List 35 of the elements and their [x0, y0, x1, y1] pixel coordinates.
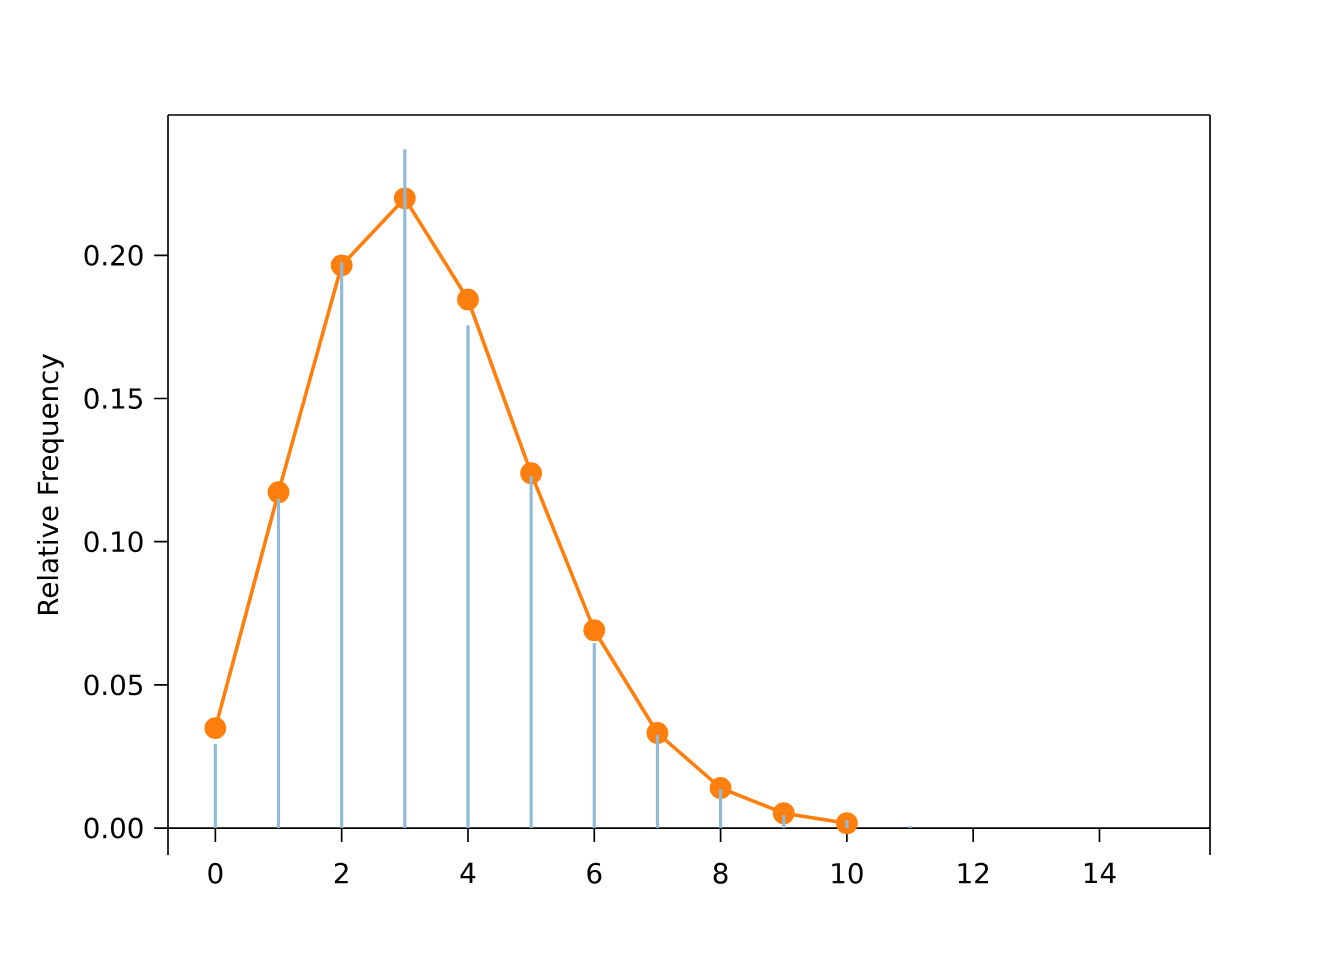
bar	[529, 476, 533, 829]
bar	[276, 498, 281, 829]
point	[520, 462, 543, 485]
point	[835, 812, 858, 835]
x-tick-label: 6	[587, 862, 602, 884]
bar	[340, 262, 344, 829]
bar	[719, 789, 723, 829]
x-tick-label: 8	[713, 862, 728, 884]
x-tick-label: 4	[460, 862, 476, 883]
bar	[213, 744, 217, 829]
x-tick-label: 10	[832, 862, 863, 884]
x-tick-label: 14	[1084, 862, 1116, 883]
x-tick-label: 2	[334, 862, 348, 884]
point	[646, 722, 669, 744]
bar	[403, 149, 407, 829]
y-tick-label: 0.05	[84, 674, 142, 696]
x-tick-label: 0	[208, 862, 223, 884]
y-tick-label: 0.20	[84, 244, 143, 266]
bar	[655, 735, 660, 829]
bar	[782, 815, 786, 829]
y-tick-label: 0.00	[84, 817, 143, 839]
x-tick-label: 12	[958, 862, 989, 884]
bar	[592, 643, 596, 829]
bar	[466, 325, 470, 829]
point	[772, 802, 795, 825]
y-axis-title: Relative Frequency	[36, 354, 64, 614]
point	[267, 481, 290, 504]
point	[457, 288, 479, 311]
point	[583, 619, 606, 642]
point	[204, 717, 227, 740]
y-tick-label: 0.10	[84, 531, 143, 553]
y-tick-label: 0.15	[84, 388, 142, 409]
bar	[845, 820, 849, 829]
point	[709, 777, 732, 799]
bar	[908, 826, 912, 829]
